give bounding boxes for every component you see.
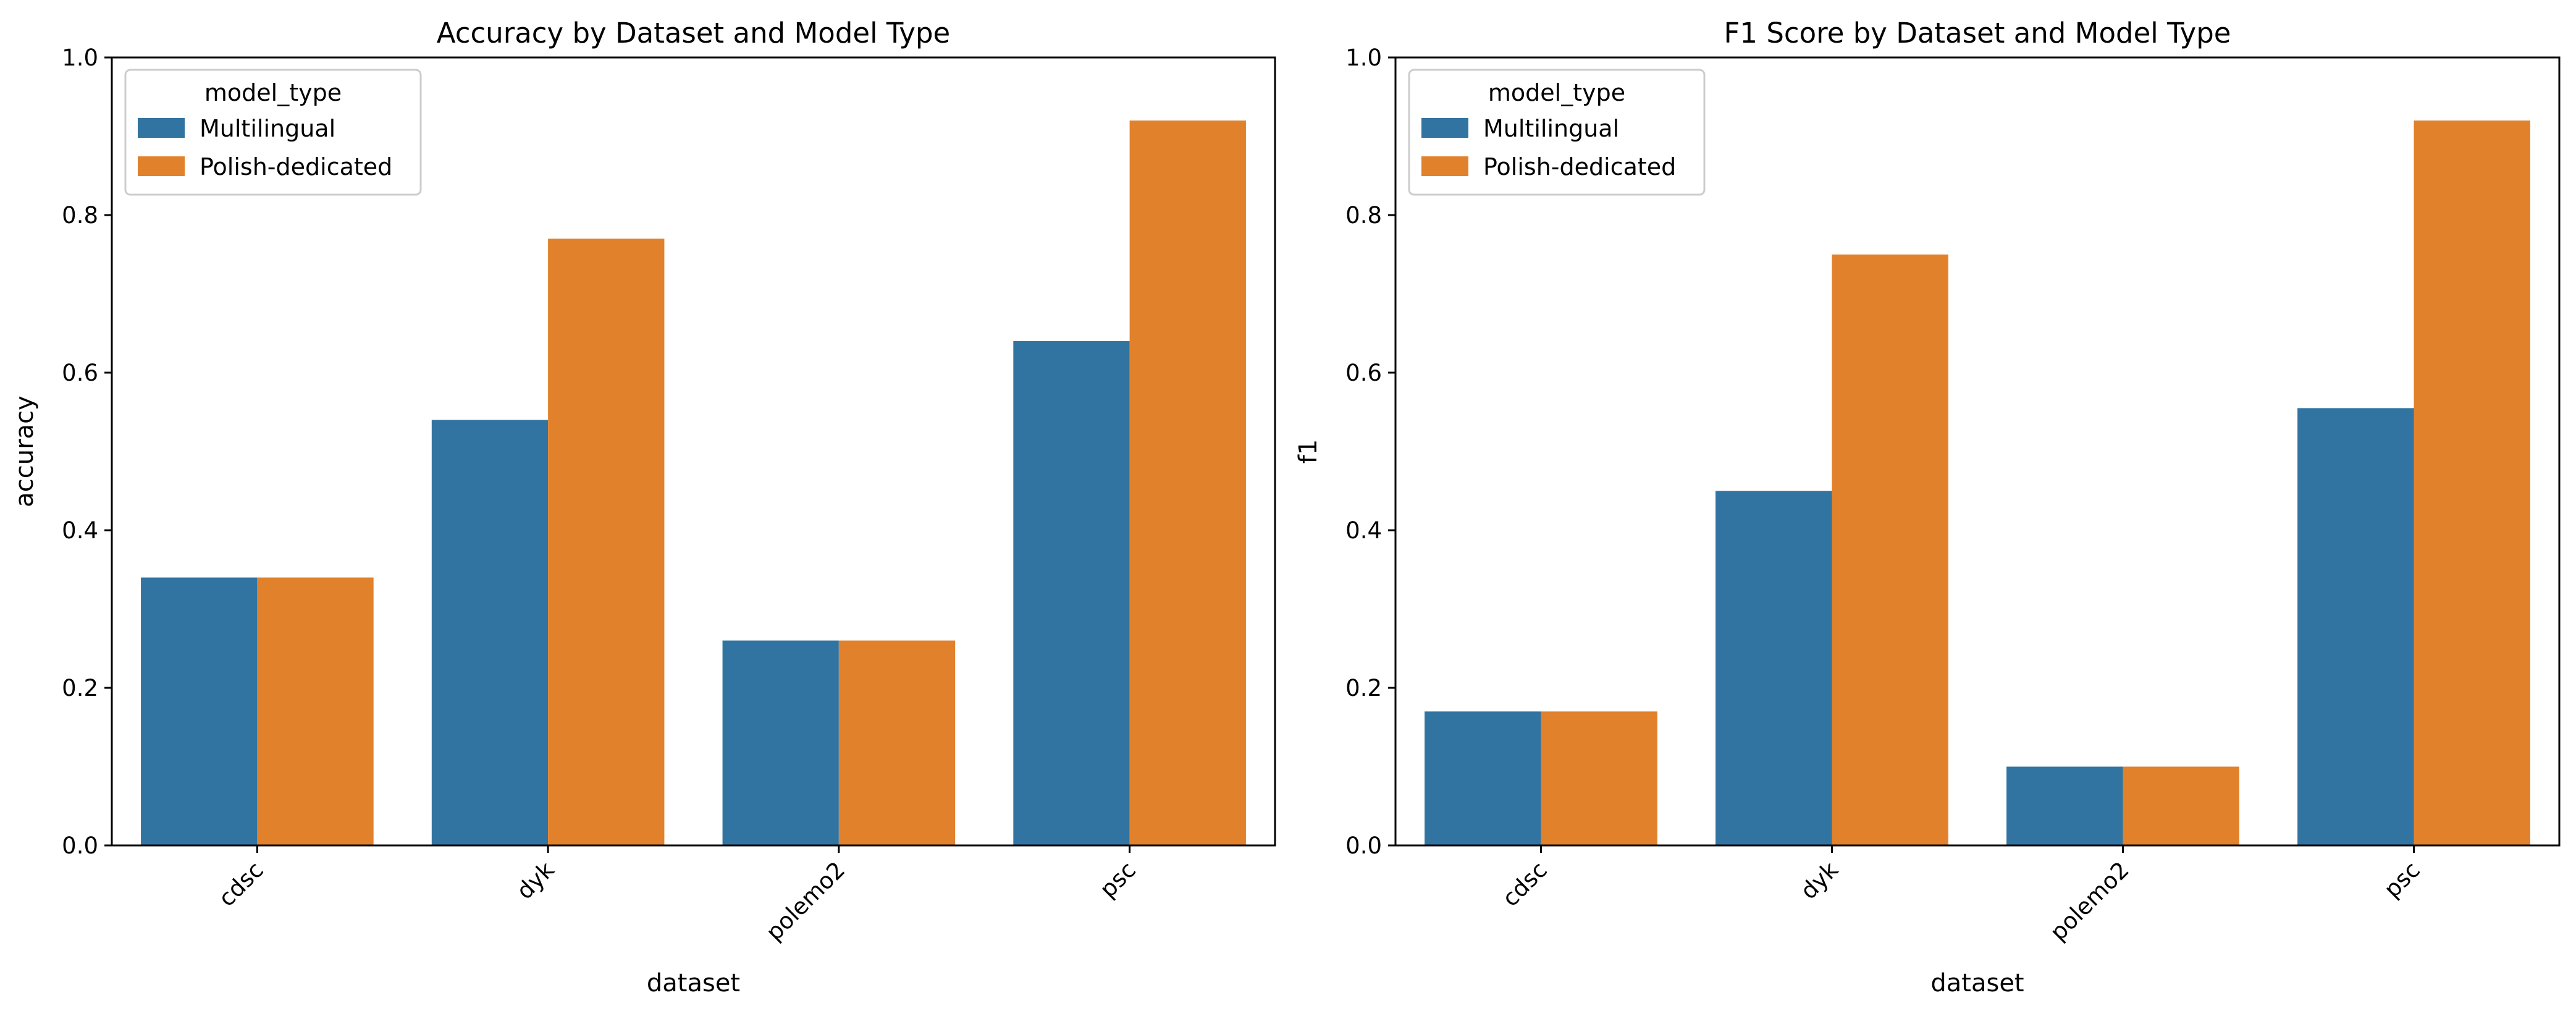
x-tick-label-psc: psc [1095, 857, 1141, 903]
bar-psc-polish-dedicated [2414, 121, 2530, 845]
legend: model_type Multilingual Polish-dedicated [1408, 69, 1706, 196]
chart-title: F1 Score by Dataset and Model Type [1724, 17, 2231, 49]
y-tick-label: 0.2 [1345, 675, 1382, 701]
legend-label-polish-dedicated: Polish-dedicated [1483, 153, 1676, 180]
y-axis-label: f1 [1294, 439, 1323, 464]
y-tick-label: 0.4 [62, 517, 98, 544]
y-axis-label: accuracy [11, 396, 39, 507]
bar-cdsc-polish-dedicated [257, 577, 374, 845]
legend-label-multilingual: Multilingual [1483, 115, 1619, 142]
plot-frame [111, 56, 1276, 847]
bar-polemo2-polish-dedicated [2123, 766, 2239, 845]
chart-title: Accuracy by Dataset and Model Type [437, 17, 951, 49]
y-tick-label: 1.0 [1345, 44, 1382, 71]
y-tick-label: 0.8 [62, 202, 98, 229]
legend-swatch-multilingual [1421, 118, 1468, 138]
bar-psc-polish-dedicated [1129, 121, 1246, 845]
chart-2: 0.0 0.2 0.4 0.6 0.8 1.0 cdsc dyk polemo2 psc F1 Sc… [1294, 17, 2561, 997]
legend-title: model_type [204, 79, 342, 106]
x-tick-label-polemo2: polemo2 [761, 857, 851, 946]
legend-title: model_type [1488, 79, 1625, 106]
y-tick-label: 0.2 [62, 675, 98, 701]
bar-dyk-polish-dedicated [548, 239, 665, 845]
legend: model_type Multilingual Polish-dedicated [124, 69, 422, 196]
bar-polemo2-multilingual [722, 640, 839, 845]
plot-frame [1394, 56, 2561, 847]
chart-1: 0.0 0.2 0.4 0.6 0.8 1.0 cdsc dyk polemo2 psc Accur… [11, 17, 1276, 997]
legend-swatch-polish-dedicated [1421, 156, 1468, 176]
x-axis-label: dataset [1930, 969, 2024, 997]
bar-psc-multilingual [1013, 341, 1130, 845]
bar-dyk-polish-dedicated [1832, 254, 1948, 845]
bar-cdsc-multilingual [141, 577, 258, 845]
y-tick-label: 1.0 [62, 44, 98, 71]
x-tick-label-polemo2: polemo2 [2045, 857, 2134, 946]
x-tick-label-dyk: dyk [511, 857, 560, 905]
legend-box [1408, 69, 1706, 196]
x-tick-label-cdsc: cdsc [213, 857, 268, 912]
x-tick-label-psc: psc [2379, 857, 2425, 903]
legend-label-multilingual: Multilingual [200, 115, 335, 142]
y-tick-label: 0.8 [1345, 202, 1382, 229]
x-tick-label-dyk: dyk [1795, 857, 1843, 905]
legend-swatch-multilingual [138, 118, 185, 138]
y-tick-label: 0.6 [62, 360, 98, 386]
bar-polemo2-multilingual [2006, 766, 2123, 845]
legend-swatch-polish-dedicated [138, 156, 185, 176]
legend-label-polish-dedicated: Polish-dedicated [200, 153, 392, 180]
x-tick-label-cdsc: cdsc [1497, 857, 1552, 912]
bar-psc-multilingual [2297, 408, 2414, 845]
bar-polemo2-polish-dedicated [838, 640, 956, 845]
y-tick-label: 0.0 [1345, 832, 1382, 859]
y-tick-label: 0.6 [1345, 360, 1382, 386]
bar-dyk-multilingual [1715, 491, 1832, 845]
y-tick-label: 0.4 [1345, 517, 1382, 544]
y-tick-label: 0.0 [62, 832, 98, 859]
legend-box [124, 69, 422, 196]
bar-cdsc-multilingual [1425, 711, 1541, 845]
x-axis-label: dataset [647, 969, 740, 997]
bar-dyk-multilingual [431, 420, 549, 845]
bar-cdsc-polish-dedicated [1541, 711, 1657, 845]
